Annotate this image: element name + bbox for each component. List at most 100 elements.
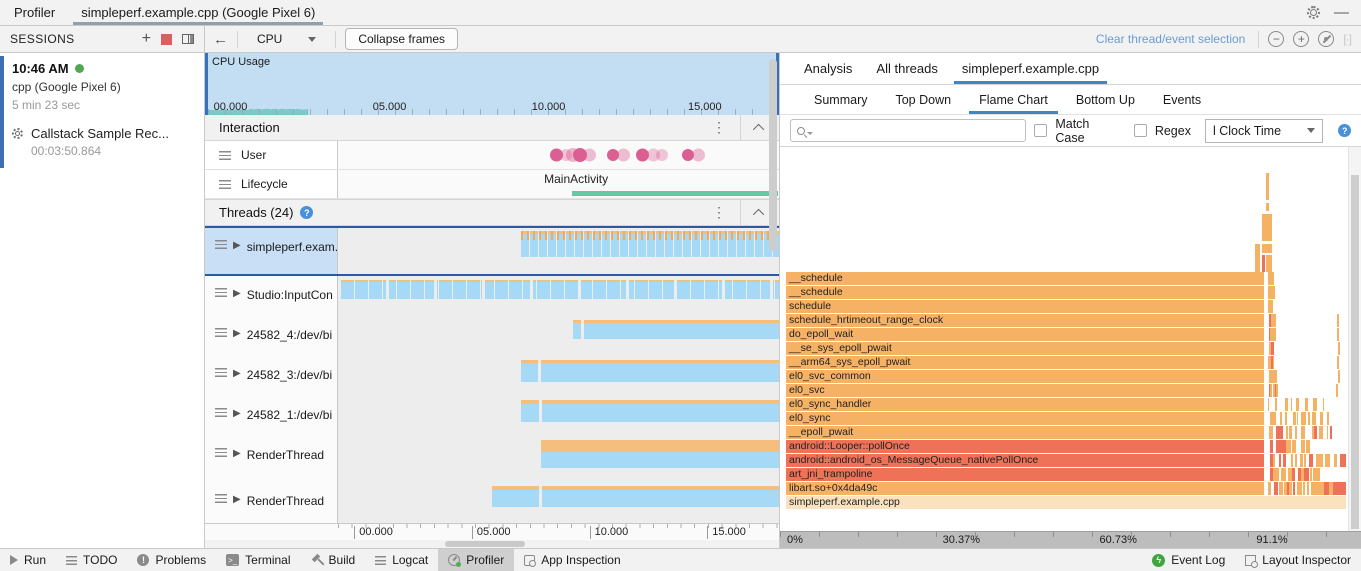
expand-arrow-icon[interactable]: ▶ bbox=[233, 328, 241, 339]
flame-frame[interactable]: schedule_hrtimeout_range_clock bbox=[786, 314, 1265, 327]
thread-row[interactable]: ▶ 24582_3:/dev/bi bbox=[205, 356, 779, 396]
tab-all-threads[interactable]: All threads bbox=[876, 61, 938, 76]
drag-handle-icon[interactable] bbox=[215, 328, 227, 337]
flame-frame[interactable]: schedule bbox=[786, 300, 1265, 313]
search-box[interactable] bbox=[790, 119, 1027, 142]
match-case-checkbox[interactable] bbox=[1034, 124, 1048, 137]
stop-recording-icon[interactable] bbox=[161, 33, 172, 45]
thread-activity-bar[interactable] bbox=[573, 320, 779, 339]
drag-handle-icon[interactable] bbox=[215, 240, 227, 249]
thread-row[interactable]: ▶ simpleperf.exam... bbox=[205, 226, 779, 276]
expand-arrow-icon[interactable]: ▶ bbox=[233, 288, 241, 299]
thread-activity-bar[interactable] bbox=[521, 360, 779, 382]
statusbar-layout-inspector[interactable]: Layout Inspector bbox=[1235, 549, 1361, 571]
expand-arrow-icon[interactable]: ▶ bbox=[233, 448, 241, 459]
vertical-scrollbar[interactable] bbox=[768, 55, 778, 550]
flame-frame[interactable]: art_jni_trampoline bbox=[786, 468, 1265, 481]
flame-frame[interactable]: simpleperf.example.cpp bbox=[786, 496, 1346, 509]
thread-row[interactable]: ▶ RenderThread bbox=[205, 436, 779, 482]
help-icon[interactable]: ? bbox=[300, 206, 314, 219]
flame-frame[interactable]: el0_sync bbox=[786, 412, 1265, 425]
thread-activity-track[interactable] bbox=[338, 396, 779, 436]
thread-row[interactable]: ▶ 24582_4:/dev/bi bbox=[205, 316, 779, 356]
collapse-frames-button[interactable]: Collapse frames bbox=[345, 28, 459, 50]
collapse-sessions-panel-icon[interactable] bbox=[182, 34, 194, 44]
profiler-type-dropdown[interactable]: CPU bbox=[247, 32, 326, 46]
expand-arrow-icon[interactable]: ▶ bbox=[233, 240, 241, 251]
gear-icon[interactable] bbox=[1307, 6, 1320, 19]
flame-frame[interactable]: el0_svc_common bbox=[786, 370, 1265, 383]
back-arrow-icon[interactable]: ← bbox=[213, 30, 228, 48]
flame-frame[interactable]: __se_sys_epoll_pwait bbox=[786, 342, 1265, 355]
thread-activity-track[interactable] bbox=[338, 316, 779, 356]
flame-frame[interactable]: __epoll_pwait bbox=[786, 426, 1265, 439]
statusbar-run[interactable]: Run bbox=[0, 549, 56, 571]
drag-handle-icon[interactable] bbox=[215, 448, 227, 457]
clear-selection-link[interactable]: Clear thread/event selection bbox=[1095, 32, 1246, 46]
kebab-menu-icon[interactable]: ⋮ bbox=[712, 119, 726, 135]
statusbar-todo[interactable]: TODO bbox=[56, 549, 127, 571]
reset-zoom-icon[interactable] bbox=[1318, 31, 1335, 47]
thread-activity-bar[interactable] bbox=[521, 231, 779, 257]
drag-handle-icon[interactable] bbox=[219, 179, 231, 189]
drag-handle-icon[interactable] bbox=[215, 288, 227, 297]
scrollbar-thumb[interactable] bbox=[445, 541, 525, 547]
collapse-chevron-icon[interactable] bbox=[752, 123, 765, 135]
expand-arrow-icon[interactable]: ▶ bbox=[233, 368, 241, 379]
drag-handle-icon[interactable] bbox=[215, 494, 227, 503]
flame-frame[interactable]: do_epoll_wait bbox=[786, 328, 1265, 341]
flame-frame[interactable]: __schedule bbox=[786, 272, 1265, 285]
statusbar-terminal[interactable]: >_ Terminal bbox=[226, 553, 291, 567]
thread-activity-bar[interactable] bbox=[521, 400, 779, 422]
thread-activity-bar[interactable] bbox=[341, 280, 779, 299]
user-events-track[interactable] bbox=[338, 141, 779, 169]
statusbar-profiler[interactable]: Profiler bbox=[438, 549, 515, 571]
flame-frame[interactable]: __arm64_sys_epoll_pwait bbox=[786, 356, 1265, 369]
kebab-menu-icon[interactable]: ⋮ bbox=[712, 204, 726, 220]
flame-chart[interactable]: __schedule __schedule schedule schedule_hrt… bbox=[786, 147, 1346, 531]
flame-frame[interactable]: el0_svc bbox=[786, 384, 1265, 397]
thread-activity-track[interactable] bbox=[338, 276, 779, 316]
statusbar-build[interactable]: Build bbox=[301, 549, 366, 571]
tab-analysis[interactable]: Analysis bbox=[804, 61, 853, 76]
collapse-chevron-icon[interactable] bbox=[752, 208, 765, 220]
search-input[interactable] bbox=[815, 123, 1020, 138]
help-icon[interactable]: ? bbox=[1338, 124, 1351, 137]
flame-frame[interactable]: el0_sync_handler bbox=[786, 398, 1265, 411]
session-tab[interactable]: simpleperf.example.cpp (Google Pixel 6) bbox=[69, 0, 327, 25]
drag-handle-icon[interactable] bbox=[215, 408, 227, 417]
flame-vertical-scrollbar[interactable] bbox=[1348, 147, 1361, 531]
thread-activity-bar[interactable] bbox=[492, 486, 779, 507]
flame-frame[interactable]: libart.so+0x4da49c bbox=[786, 482, 1265, 495]
search-options-caret[interactable] bbox=[807, 132, 813, 135]
flame-frame[interactable]: android::Looper::pollOnce bbox=[786, 440, 1265, 453]
cpu-usage-chart[interactable]: CPU Usage 00.000 05.000 10.000 15.000 bbox=[205, 53, 779, 115]
statusbar-logcat[interactable]: Logcat bbox=[365, 549, 438, 571]
expand-arrow-icon[interactable]: ▶ bbox=[233, 494, 241, 505]
clock-type-dropdown[interactable]: l Clock Time bbox=[1204, 118, 1324, 143]
lifecycle-track[interactable]: MainActivity bbox=[338, 170, 779, 198]
drag-handle-icon[interactable] bbox=[215, 368, 227, 377]
recording-entry[interactable]: Callstack Sample Rec... bbox=[12, 126, 204, 141]
tab-simpleperf[interactable]: simpleperf.example.cpp bbox=[950, 53, 1111, 84]
scrollbar-thumb[interactable] bbox=[1351, 175, 1359, 529]
flame-frame[interactable]: __schedule bbox=[786, 286, 1265, 299]
thread-row[interactable]: ▶ RenderThread bbox=[205, 482, 779, 523]
thread-activity-track[interactable] bbox=[338, 356, 779, 396]
statusbar-event-log[interactable]: ϟ Event Log bbox=[1142, 549, 1235, 571]
zoom-in-icon[interactable]: + bbox=[1293, 31, 1310, 47]
minimize-icon[interactable]: — bbox=[1334, 3, 1349, 21]
scrollbar-thumb[interactable] bbox=[769, 59, 777, 251]
tab-top-down[interactable]: Top Down bbox=[895, 92, 952, 107]
add-session-icon[interactable]: + bbox=[141, 30, 151, 47]
tab-flame-chart[interactable]: Flame Chart bbox=[965, 85, 1062, 114]
flame-frame[interactable]: android::android_os_MessageQueue_nativeP… bbox=[786, 454, 1265, 467]
tab-summary[interactable]: Summary bbox=[814, 92, 868, 107]
statusbar-app-inspection[interactable]: App Inspection bbox=[514, 549, 630, 571]
thread-row[interactable]: ▶ 24582_1:/dev/bi bbox=[205, 396, 779, 436]
thread-activity-track[interactable] bbox=[338, 228, 779, 274]
thread-activity-bar[interactable] bbox=[540, 440, 779, 468]
tab-bottom-up[interactable]: Bottom Up bbox=[1075, 92, 1135, 107]
thread-activity-track[interactable] bbox=[338, 482, 779, 523]
thread-activity-track[interactable] bbox=[338, 436, 779, 482]
